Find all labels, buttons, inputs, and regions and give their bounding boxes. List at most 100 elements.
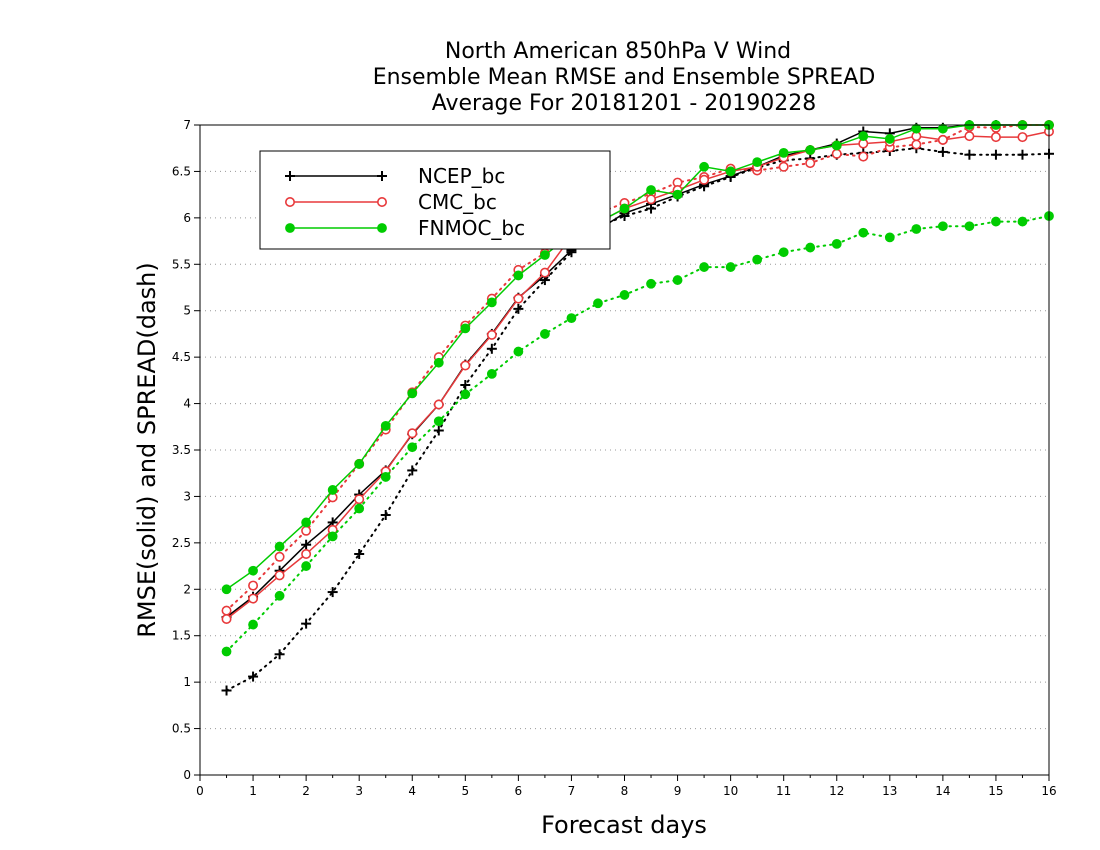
series-ncep-bc-spread-point: [990, 149, 1001, 160]
y-axis: 0 0.5 1 1.5 2 2.5 3 3.5 4 4.5 5 5.5 6 6.5 7: [172, 118, 200, 782]
series-fnmoc-bc-rmse-point: [778, 147, 789, 158]
y-tick-label: 6: [183, 211, 191, 225]
y-tick-label: 1: [183, 675, 191, 689]
series-fnmoc-bc-spread-point: [513, 346, 524, 357]
chart-title-line-2: Ensemble Mean RMSE and Ensemble SPREAD: [373, 65, 876, 90]
x-tick-label: 8: [621, 784, 629, 798]
series-fnmoc-bc-spread-point: [221, 646, 232, 657]
series-fnmoc-bc-rmse-point: [327, 485, 338, 495]
series-fnmoc-bc-rmse-point: [248, 565, 258, 576]
series-fnmoc-bc-spread-point: [407, 442, 418, 453]
series-fnmoc-bc-rmse-point: [407, 388, 418, 399]
series-ncep-bc-rmse-point: [301, 539, 312, 550]
y-tick-label: 4.5: [172, 350, 191, 364]
series-cmc-bc-rmse-point: [407, 428, 418, 439]
y-tick-label: 6.5: [172, 164, 191, 178]
legend-marker-fnmoc-bc: [377, 223, 387, 233]
series-ncep-bc-spread-point: [301, 618, 312, 629]
series-cmc-bc-spread-point: [221, 605, 232, 616]
series-fnmoc-bc-spread-line: [225, 215, 1050, 653]
gridlines: [200, 170, 1049, 730]
legend-label-ncep-bc: NCEP_bc: [418, 164, 505, 188]
series-ncep-bc-spread-point: [248, 671, 259, 682]
series-fnmoc-bc-rmse-point: [221, 584, 232, 595]
series-cmc-bc-rmse-point: [248, 593, 259, 604]
y-tick-label: 2: [183, 582, 191, 596]
x-tick-label: 16: [1041, 784, 1056, 798]
legend-label-cmc-bc: CMC_bc: [418, 190, 497, 214]
series-fnmoc-bc-rmse-point: [725, 166, 736, 177]
series-fnmoc-bc-rmse-point: [513, 270, 524, 281]
series-ncep-bc-spread-point: [327, 587, 338, 598]
series-cmc-bc-rmse-point: [460, 360, 471, 371]
series-fnmoc-bc-rmse-point: [380, 420, 391, 431]
series-cmc-bc-spread-point: [831, 148, 842, 159]
series-fnmoc-bc-rmse-point: [672, 189, 683, 200]
series-fnmoc-bc-rmse-point: [540, 250, 550, 260]
y-tick-label: 1.5: [172, 629, 191, 643]
y-axis-label: RMSE(solid) and SPREAD(dash): [133, 262, 161, 638]
series-fnmoc-bc-spread-point: [380, 472, 391, 482]
y-tick-label: 4: [183, 397, 191, 411]
series-cmc-bc-rmse-point: [539, 267, 550, 278]
legend-marker-cmc-bc: [376, 197, 387, 208]
series-fnmoc-bc-rmse-point: [301, 517, 312, 528]
series-fnmoc-bc-spread-point: [884, 232, 895, 243]
series-fnmoc-bc-spread-point: [540, 329, 550, 339]
series-fnmoc-bc-rmse-point: [937, 123, 948, 134]
series-fnmoc-bc-rmse-point: [752, 157, 763, 168]
series-fnmoc-bc-spread-point: [752, 254, 763, 265]
x-tick-label: 10: [723, 784, 738, 798]
series-fnmoc-bc-rmse-point: [274, 541, 285, 552]
legend-marker-ncep-bc: [285, 171, 295, 181]
chart-title-line-3: Average For 20181201 - 20190228: [432, 91, 817, 116]
y-tick-label: 5.5: [172, 257, 191, 271]
series-ncep-bc-spread-point: [407, 465, 418, 476]
series-ncep-bc-spread-line: [225, 147, 1050, 692]
x-tick-label: 4: [408, 784, 416, 798]
series-cmc-bc-spread-point: [805, 158, 816, 169]
series-fnmoc-bc-rmse-point: [699, 161, 709, 172]
chart-title: North American 850hPa V Wind Ensemble Me…: [373, 39, 876, 116]
x-tick-label: 15: [988, 784, 1003, 798]
series-fnmoc-bc-rmse-point: [354, 459, 365, 469]
series-fnmoc-bc-spread-point: [433, 416, 444, 427]
x-tick-label: 11: [776, 784, 791, 798]
legend-marker-ncep-bc: [377, 171, 387, 181]
legend-label-fnmoc-bc: FNMOC_bc: [418, 216, 525, 240]
series-fnmoc-bc-spread-point: [964, 221, 975, 232]
series-cmc-bc-rmse-point: [937, 134, 948, 145]
legend-marker-fnmoc-bc: [285, 223, 295, 233]
series-ncep-bc-spread-point: [964, 149, 975, 160]
series-fnmoc-bc-rmse-point: [433, 357, 444, 368]
series-ncep-bc-spread-point: [1017, 149, 1028, 160]
series-fnmoc-bc-spread-point: [778, 247, 789, 258]
series-cmc-bc-spread-point: [858, 151, 869, 162]
series-cmc-bc-spread-point: [274, 551, 285, 562]
series-fnmoc-bc-rmse-point: [805, 145, 816, 155]
series-fnmoc-bc-rmse-point: [646, 185, 656, 195]
series-ncep-bc-spread-point: [221, 685, 232, 696]
series-fnmoc-bc-spread-point: [301, 561, 312, 571]
series-cmc-bc-rmse-point: [646, 194, 657, 205]
x-tick-label: 12: [829, 784, 844, 798]
series-cmc-bc-rmse-point: [1017, 132, 1028, 143]
x-tick-label: 9: [674, 784, 682, 798]
x-tick-label: 5: [461, 784, 469, 798]
x-tick-label: 2: [302, 784, 310, 798]
series-ncep-bc-spread-point: [380, 510, 391, 520]
series-fnmoc-bc-rmse-point: [619, 203, 630, 214]
series-fnmoc-bc-spread-point: [699, 262, 709, 272]
series-fnmoc-bc-rmse-point: [486, 297, 497, 308]
x-tick-label: 14: [935, 784, 950, 798]
series-fnmoc-bc-rmse-point: [460, 323, 471, 334]
y-tick-label: 0: [183, 768, 191, 782]
series-fnmoc-bc-rmse-point: [911, 123, 922, 134]
series-fnmoc-bc-rmse-point: [831, 140, 842, 151]
series-ncep-bc-spread-point: [486, 343, 497, 354]
series-cmc-bc-rmse-point: [990, 132, 1001, 143]
series-fnmoc-bc-rmse-point: [858, 131, 869, 142]
series-fnmoc-bc-spread-point: [991, 216, 1001, 227]
series-fnmoc-bc-spread-point: [460, 389, 471, 400]
series-ncep-bc-spread-point: [513, 303, 524, 314]
